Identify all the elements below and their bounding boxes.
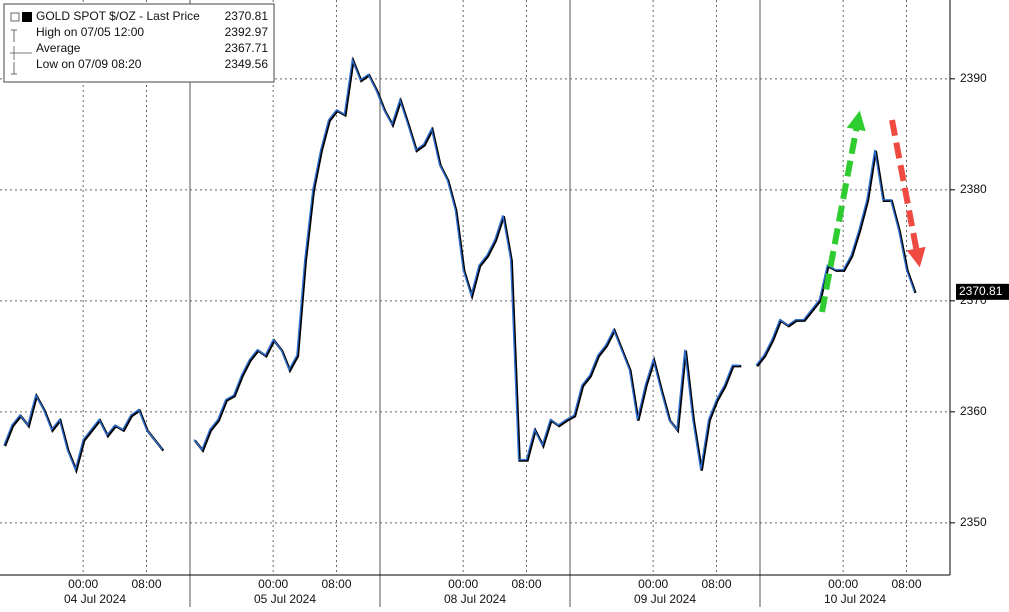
legend-icon (10, 46, 32, 60)
x-tick-label: 08:00 (701, 577, 731, 591)
legend-box (3, 3, 275, 83)
legend-value: 2367.71 (225, 41, 269, 55)
date-label: 09 Jul 2024 (634, 592, 696, 606)
x-tick-label: 00:00 (258, 577, 288, 591)
legend-label: Average (36, 41, 81, 55)
up-arrow (819, 110, 866, 313)
legend-icon (11, 29, 17, 42)
x-tick-label: 00:00 (448, 577, 478, 591)
legend-value: 2392.97 (225, 25, 269, 39)
date-label: 10 Jul 2024 (824, 592, 886, 606)
legend: GOLD SPOT $/OZ - Last Price 2370.81 High o… (3, 3, 275, 83)
x-tick-label: 08:00 (131, 577, 161, 591)
last-price-label: 2370.81 (959, 284, 1003, 298)
legend-icon (22, 12, 32, 22)
y-tick-label: 2390 (960, 71, 987, 85)
y-tick-label: 2350 (960, 515, 987, 529)
legend-value: 2370.81 (225, 9, 269, 23)
date-label: 04 Jul 2024 (64, 592, 126, 606)
last-price-tag (956, 283, 1009, 300)
x-tick-label: 08:00 (321, 577, 351, 591)
legend-label: GOLD SPOT $/OZ - Last Price (36, 9, 200, 23)
legend-icon (11, 62, 17, 75)
down-arrow (889, 119, 926, 268)
x-tick-label: 00:00 (68, 577, 98, 591)
date-label: 08 Jul 2024 (444, 592, 506, 606)
plot: 2370.81 (3, 56, 1009, 475)
legend-label: Low on 07/09 08:20 (36, 57, 142, 71)
y-tick-label: 2380 (960, 182, 987, 196)
y-tick-label: 2360 (960, 404, 987, 418)
date-label: 05 Jul 2024 (254, 592, 316, 606)
x-tick-label: 00:00 (828, 577, 858, 591)
x-tick-label: 08:00 (891, 577, 921, 591)
price-line (3, 57, 916, 472)
x-tick-label: 08:00 (511, 577, 541, 591)
price-shadow (3, 56, 917, 475)
legend-icon (10, 12, 20, 22)
x-tick-label: 00:00 (638, 577, 668, 591)
legend-label: High on 07/05 12:00 (36, 25, 144, 39)
legend-value: 2349.56 (225, 57, 269, 71)
